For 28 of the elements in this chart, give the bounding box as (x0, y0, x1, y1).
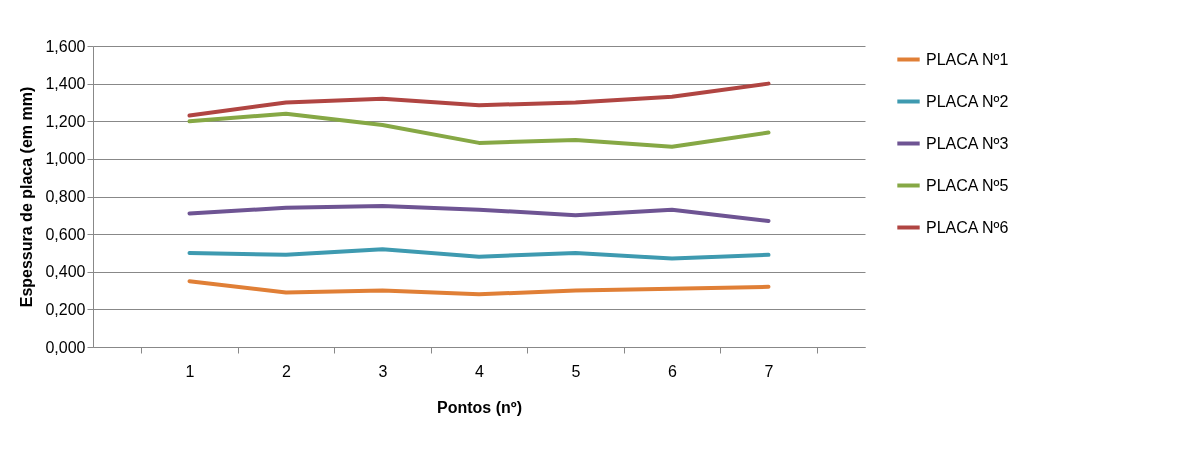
y-tick-label: 0,000 (45, 338, 86, 356)
x-tick-label: 2 (282, 362, 292, 380)
x-tick-label: 7 (764, 362, 774, 380)
line-series (187, 111, 771, 149)
line-series (187, 279, 771, 297)
y-tick-label: 1,600 (45, 37, 86, 55)
y-tick-label: 0,400 (45, 263, 86, 281)
y-tick-label: 1,000 (45, 150, 86, 168)
x-tick-label: 4 (475, 362, 485, 380)
x-tick-label: 5 (571, 362, 581, 380)
legend-label: PLACA Nº5 (926, 176, 1009, 194)
y-tick-label: 0,800 (45, 188, 86, 205)
x-axis-title: Pontos (nº) (437, 398, 522, 416)
y-axis-title: Espessura de placa (em mm) (18, 86, 36, 308)
x-tick-label: 3 (378, 362, 388, 380)
line-series (187, 203, 771, 223)
legend-label: PLACA Nº3 (926, 134, 1009, 152)
line-series (187, 81, 771, 118)
y-tick-label: 1,200 (45, 112, 86, 130)
legend-label: PLACA Nº2 (926, 92, 1009, 110)
legend-label: PLACA Nº1 (926, 50, 1009, 68)
y-tick-label: 1,400 (45, 75, 86, 93)
x-tick-label: 6 (668, 362, 678, 380)
legend-label: PLACA Nº6 (926, 218, 1009, 236)
y-tick-label: 0,200 (45, 300, 86, 318)
y-tick-label: 0,600 (45, 225, 86, 243)
x-tick-label: 1 (185, 362, 195, 380)
line-series (187, 247, 771, 261)
